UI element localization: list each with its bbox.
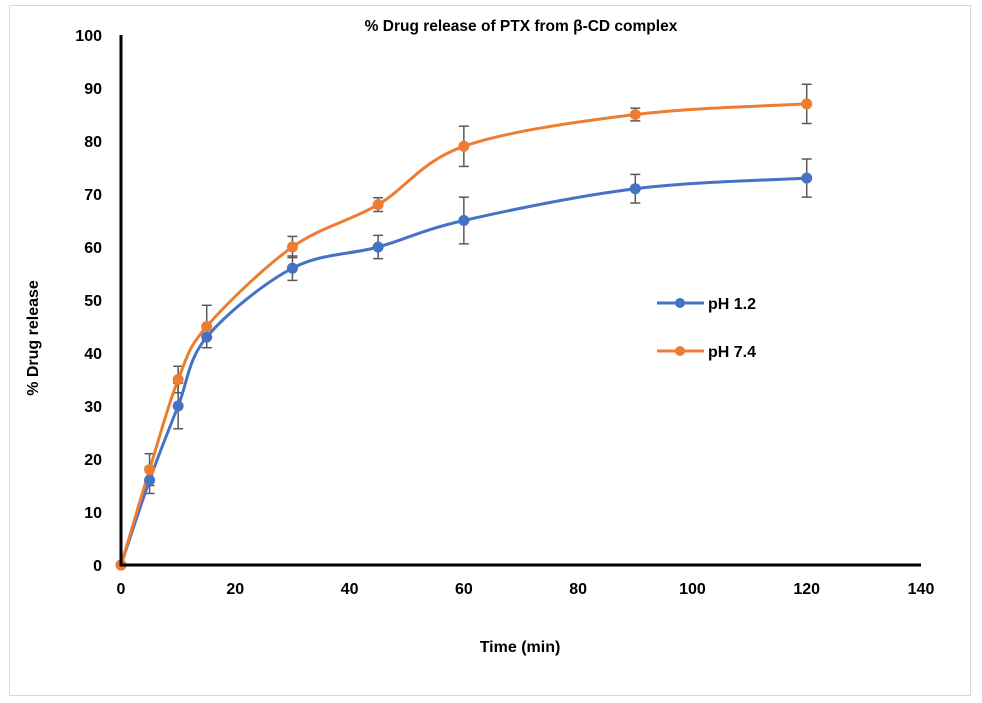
legend-marker — [675, 298, 685, 308]
data-point-ph-7-4 — [458, 140, 470, 152]
chart-area — [9, 5, 971, 696]
x-tick-label: 140 — [908, 581, 935, 598]
data-point-ph-1-2 — [201, 331, 213, 343]
data-point-ph-7-4 — [144, 464, 156, 476]
data-point-ph-7-4 — [801, 98, 813, 110]
x-axis-title: Time (min) — [480, 639, 561, 656]
x-tick-label: 120 — [793, 581, 820, 598]
data-point-ph-1-2 — [629, 183, 641, 195]
x-tick-label: 20 — [226, 581, 244, 598]
data-point-ph-1-2 — [172, 400, 184, 412]
y-tick-label: 70 — [84, 187, 102, 204]
data-point-ph-1-2 — [801, 172, 813, 184]
y-tick-label: 0 — [93, 558, 102, 575]
legend-item-ph-7-4: pH 7.4 — [657, 344, 756, 361]
y-tick-label: 20 — [84, 452, 102, 469]
data-point-ph-1-2 — [458, 215, 470, 226]
legend: pH 1.2 pH 7.4 — [657, 296, 756, 361]
data-point-ph-1-2 — [144, 474, 156, 486]
y-axis-title: % Drug release — [25, 280, 42, 396]
y-tick-label: 40 — [84, 346, 102, 363]
data-point-ph-1-2 — [286, 262, 298, 274]
series-line-ph-7-4 — [119, 102, 809, 567]
data-point-ph-7-4 — [372, 199, 384, 211]
y-tick-label: 80 — [84, 134, 102, 151]
chart-title: % Drug release of PTX from β-CD complex — [365, 18, 678, 35]
y-tick-label: 10 — [84, 505, 102, 522]
x-tick-label: 100 — [679, 581, 706, 598]
data-point-ph-7-4 — [201, 321, 213, 332]
data-point-ph-7-4 — [629, 109, 641, 120]
y-tick-label: 100 — [75, 28, 102, 45]
x-tick-label: 80 — [569, 581, 587, 598]
y-tick-label: 60 — [84, 240, 102, 257]
x-tick-label: 60 — [455, 581, 473, 598]
y-tick-label: 90 — [84, 81, 102, 98]
x-tick-label: 40 — [341, 581, 359, 598]
y-tick-label: 30 — [84, 399, 102, 416]
legend-label: pH 7.4 — [708, 344, 756, 361]
legend-marker — [675, 346, 685, 356]
legend-label: pH 1.2 — [708, 296, 756, 313]
data-point-ph-7-4 — [172, 374, 184, 385]
x-tick-label: 0 — [117, 581, 126, 598]
y-tick-label: 50 — [84, 293, 102, 310]
data-point-ph-7-4 — [286, 241, 298, 253]
data-point-ph-1-2 — [372, 241, 384, 253]
legend-item-ph-1-2: pH 1.2 — [657, 296, 756, 313]
